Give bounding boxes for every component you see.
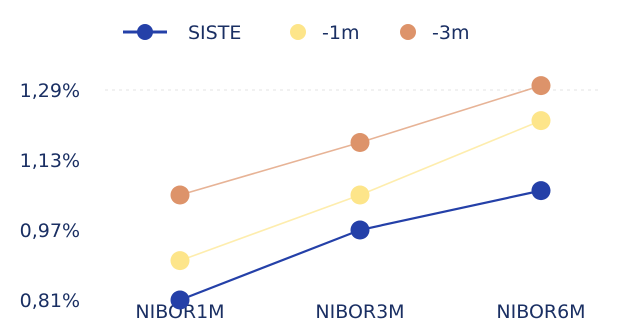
data-point [531,76,551,96]
legend-item: -1m [290,22,359,44]
series-layer [170,76,551,310]
x-category-label: NIBOR6M [496,301,585,323]
series-0 [170,181,551,310]
legend-item: -3m [400,22,469,44]
y-tick-label: 1,29% [20,80,80,102]
y-axis: 0,81% 0,97% 1,13% 1,29% [20,80,80,312]
data-point [350,133,370,152]
series-1 [170,111,551,271]
legend: SISTE -1m -3m [123,22,469,44]
legend-swatch [400,24,416,40]
data-point [170,251,190,271]
legend-label: SISTE [188,22,241,44]
series-2 [170,76,551,205]
data-point [531,111,551,131]
legend-label: -3m [432,22,469,44]
legend-item: SISTE [123,22,241,44]
legend-label: -1m [322,22,359,44]
data-point [170,290,190,310]
x-category-label: NIBOR1M [135,301,224,323]
y-tick-label: 1,13% [20,150,80,172]
data-point [531,181,551,201]
data-point [170,185,190,205]
legend-swatch [137,24,153,40]
x-axis: NIBOR1M NIBOR3M NIBOR6M [135,301,585,323]
series-line [179,189,542,302]
x-category-label: NIBOR3M [315,301,404,323]
legend-swatch [290,24,306,40]
data-point [350,185,370,205]
y-tick-label: 0,97% [20,220,80,242]
data-point [350,220,370,240]
y-tick-label: 0,81% [20,290,80,312]
